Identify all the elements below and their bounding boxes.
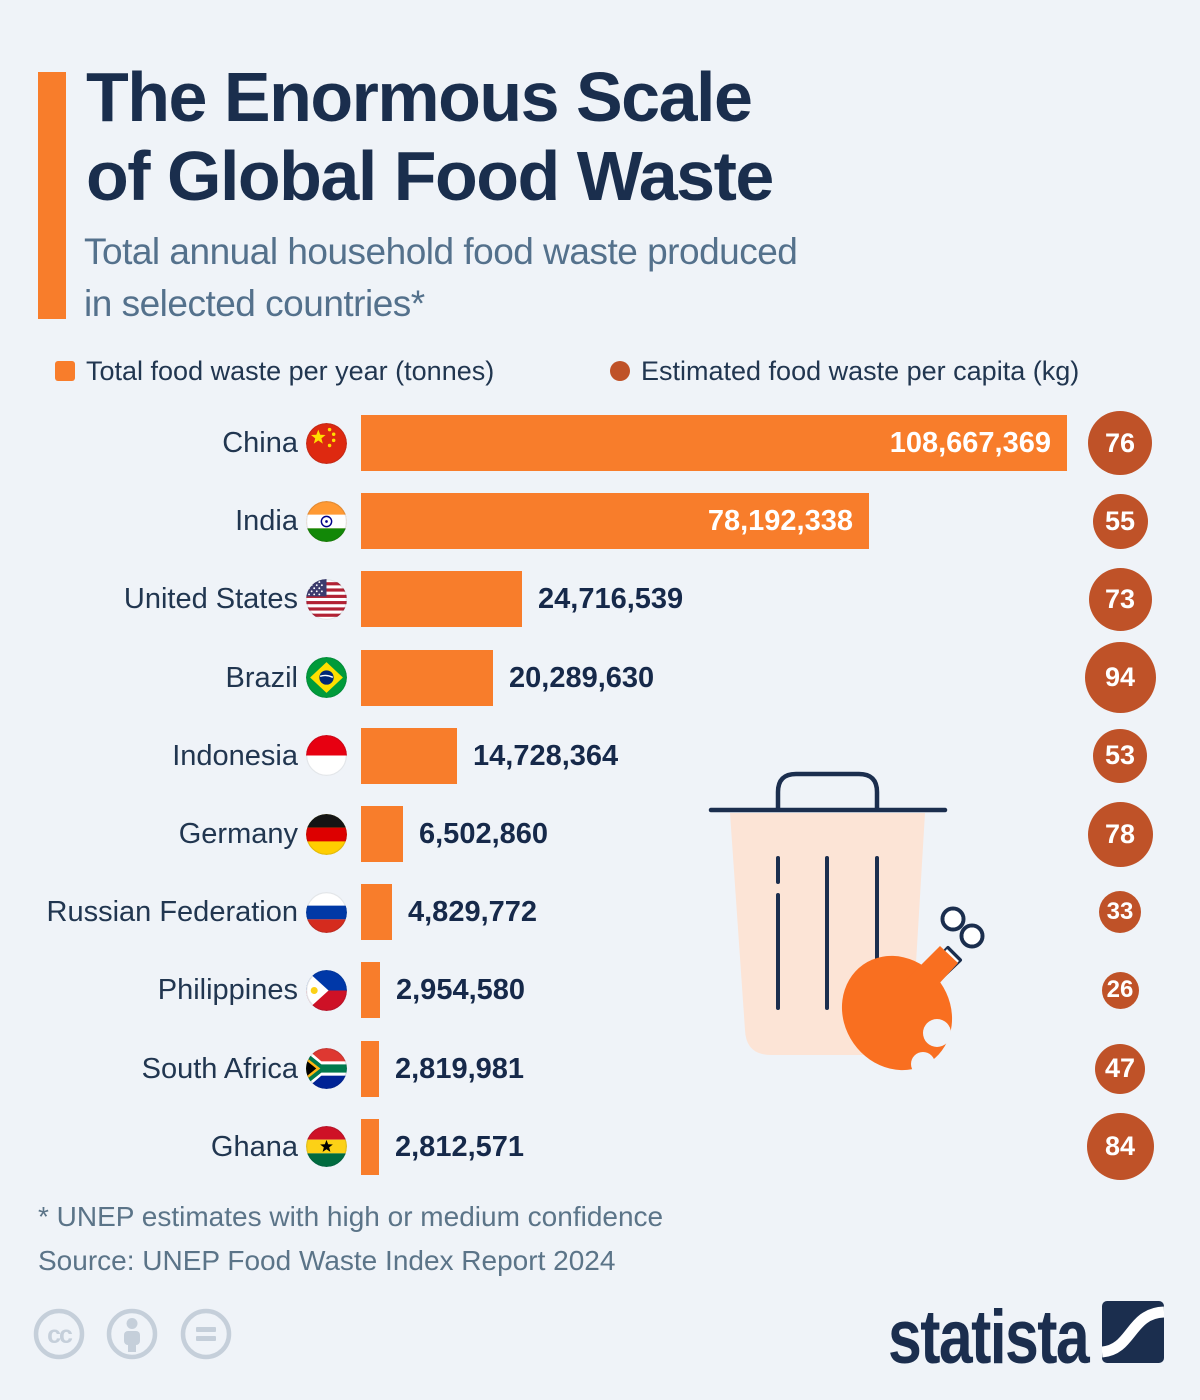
- food-waste-bar: [361, 727, 457, 784]
- bar-value-label: 108,667,369: [889, 427, 1051, 459]
- attribution-glyph: [124, 1318, 140, 1352]
- flag-india-icon: [306, 500, 347, 542]
- trash-can-illustration: [708, 771, 985, 1076]
- statista-logo-icon: [1102, 1301, 1164, 1363]
- country-label: South Africa: [141, 1052, 298, 1085]
- license-icons: cc: [33, 1308, 232, 1360]
- subtitle-line-1: Total annual household food waste produc…: [84, 231, 798, 272]
- country-label: Ghana: [210, 1130, 298, 1163]
- per-capita-badge: 47: [1095, 1043, 1145, 1094]
- food-waste-bar: [361, 1040, 379, 1097]
- country-label: India: [235, 505, 298, 538]
- attribution-icon: [106, 1308, 158, 1360]
- source-line: Source: UNEP Food Waste Index Report 202…: [38, 1245, 616, 1276]
- per-capita-badge: 55: [1092, 493, 1148, 549]
- bar-value-label: 24,716,539: [538, 583, 684, 616]
- per-capita-badge: 33: [1099, 891, 1141, 934]
- legend-tonnes-label: Total food waste per year (tonnes): [86, 356, 495, 386]
- cc-icon: [33, 1308, 85, 1360]
- flag-us-icon: [306, 578, 347, 620]
- per-capita-badge: 84: [1086, 1113, 1154, 1181]
- legend-capita-label: Estimated food waste per capita (kg): [641, 356, 1080, 386]
- country-label: Germany: [178, 818, 298, 850]
- flag-indonesia-icon: [306, 735, 347, 777]
- per-capita-badge: 94: [1084, 642, 1156, 714]
- food-waste-bar: [361, 493, 869, 550]
- bar-value-label: 4,829,772: [408, 896, 538, 929]
- flag-ghana-icon: [306, 1126, 347, 1168]
- footnote: * UNEP estimates with high or medium con…: [38, 1201, 664, 1232]
- flag-russia-icon: [306, 891, 347, 933]
- flag-philippines-icon: [306, 969, 347, 1011]
- trash-handle: [775, 771, 880, 812]
- bar-value-label: 2,812,571: [395, 1130, 525, 1163]
- bite-mark: [911, 1052, 935, 1076]
- statista-wordmark: statista: [887, 1295, 1090, 1380]
- bite-mark: [923, 1019, 951, 1047]
- subtitle-line-2: in selected countries*: [84, 283, 425, 324]
- food-waste-bar: [361, 962, 380, 1019]
- subtitle: Total annual household food waste produc…: [84, 226, 798, 330]
- per-capita-badge: 53: [1093, 728, 1147, 783]
- bar-value-label: 2,954,580: [396, 974, 526, 1007]
- title-accent-bar: [38, 72, 66, 319]
- no-derivatives-icon: [180, 1308, 232, 1360]
- flag-china-icon: [306, 422, 347, 464]
- food-waste-bar: [361, 415, 1067, 471]
- country-label: Indonesia: [172, 739, 298, 772]
- drumstick-meat-icon: [841, 946, 958, 1076]
- per-capita-badge: 73: [1088, 567, 1152, 631]
- country-label: China: [222, 427, 298, 459]
- bar-value-label: 20,289,630: [509, 661, 655, 694]
- flag-south-africa-icon: [306, 1048, 347, 1090]
- title-line-2: of Global Food Waste: [86, 137, 774, 215]
- per-capita-badge: 26: [1101, 971, 1139, 1009]
- per-capita-badge: 76: [1088, 411, 1152, 475]
- food-waste-bar: [361, 884, 392, 941]
- food-waste-bar: [361, 806, 403, 862]
- country-label: Philippines: [157, 974, 298, 1007]
- bar-value-label: 6,502,860: [419, 818, 549, 850]
- flag-germany-icon: [306, 813, 347, 855]
- equals-glyph: [196, 1327, 216, 1341]
- title-line-1: The Enormous Scale: [86, 58, 753, 136]
- bar-value-label: 2,819,981: [395, 1052, 525, 1085]
- bar-value-label: 14,728,364: [473, 739, 619, 772]
- legend-tonnes-marker: [55, 361, 75, 381]
- food-waste-bar: [361, 1118, 379, 1175]
- bar-value-label: 78,192,338: [707, 505, 853, 538]
- page-title: The Enormous Scale of Global Food Waste: [86, 58, 774, 216]
- food-waste-bar: [361, 571, 522, 628]
- country-label: Brazil: [225, 661, 298, 694]
- country-label: United States: [123, 583, 298, 616]
- cc-glyph: cc: [47, 1321, 73, 1349]
- flag-brazil-icon: [306, 657, 347, 699]
- per-capita-badge: 78: [1087, 801, 1153, 867]
- country-label: Russian Federation: [46, 896, 298, 929]
- trash-ridges: [776, 856, 879, 1010]
- legend-capita-marker: [610, 361, 630, 381]
- food-waste-bar: [361, 649, 493, 706]
